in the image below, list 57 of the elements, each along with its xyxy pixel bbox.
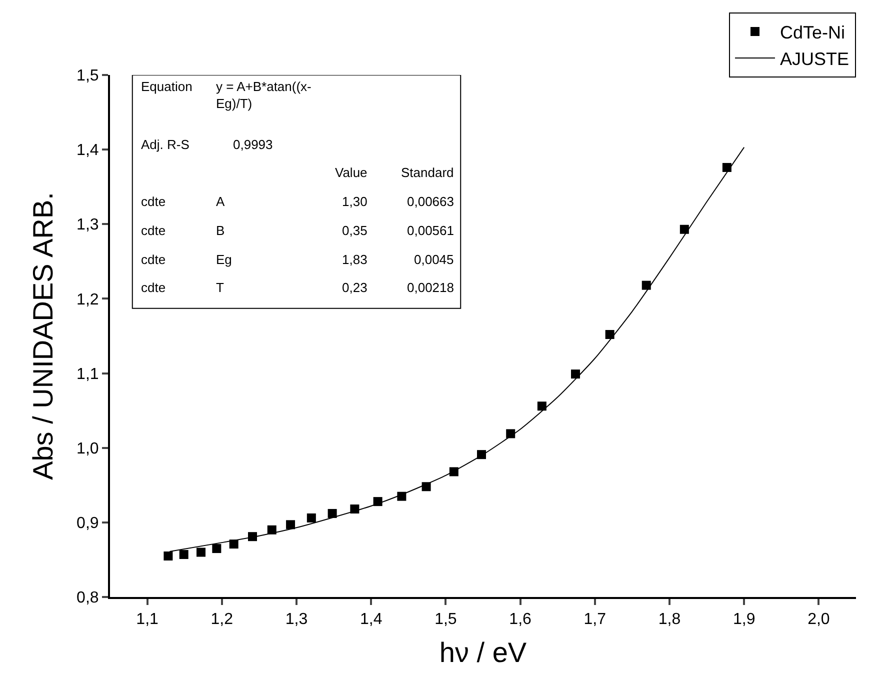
point [571, 370, 580, 379]
x-tick-label: 1,3 [285, 611, 308, 628]
y-tick-label: 1,0 [76, 440, 99, 458]
annotation: Eg [216, 252, 232, 267]
annotation: 1,83 [342, 252, 368, 267]
y-tick-label: 0,8 [76, 590, 99, 607]
annotation: cdte [141, 252, 166, 267]
point [306, 513, 316, 522]
x-tick-label: 1,7 [584, 611, 606, 628]
annotation: T [216, 280, 224, 295]
point [680, 224, 689, 234]
annotation: Adj. R-S [141, 137, 190, 152]
y-tick-label: 0,9 [76, 515, 99, 532]
annotation: B [216, 223, 225, 238]
y-tick-label: 1,4 [76, 142, 99, 160]
y-axis-title: Abs / UNIDADES ARB. [28, 192, 59, 480]
annotation: cdte [141, 223, 166, 238]
annotation: Standard [401, 165, 454, 180]
x-tick-label: 1,8 [658, 611, 681, 628]
point [212, 544, 222, 554]
point [328, 508, 337, 518]
y-tick-label: 1,5 [76, 68, 99, 85]
annotation: A [216, 194, 225, 209]
annotation: 0,9993 [233, 137, 273, 152]
x-tick-label: 1,4 [360, 611, 382, 628]
annotation: 0,00561 [407, 223, 454, 238]
y-tick-label: 1,2 [76, 291, 99, 308]
annotation: 0,35 [342, 223, 368, 238]
point [537, 402, 546, 411]
point [605, 330, 614, 340]
y-tick-label: 1,3 [76, 216, 99, 234]
y-tick-label: 1,1 [76, 366, 99, 383]
annotation: 0,00218 [407, 280, 454, 295]
x-tick-label: 1,6 [509, 611, 532, 628]
annotation: Equation [141, 79, 192, 94]
annotation: 0,23 [342, 280, 368, 295]
x-tick-label: 1,5 [434, 611, 457, 628]
x-axis-title: hν / eV [439, 636, 527, 668]
annotation: 0,00663 [407, 194, 454, 209]
legend-label: CdTe-Ni [780, 22, 846, 43]
annotation: cdte [141, 194, 166, 209]
x-tick-label: 1,2 [210, 611, 234, 628]
point [179, 550, 188, 559]
point [642, 280, 651, 290]
x-tick-label: 1,9 [732, 611, 756, 628]
annotation: 0,0045 [414, 252, 454, 267]
annotation: y = A+B*atan((x- Eg)/T) [216, 79, 312, 111]
annotation: cdte [141, 280, 166, 295]
annotation: 1,30 [342, 194, 368, 209]
point [722, 162, 732, 172]
x-tick-label: 1,1 [136, 611, 159, 628]
point [164, 551, 173, 560]
annotation: Value [335, 165, 368, 180]
x-tick-label: 2,0 [808, 611, 830, 628]
point [196, 548, 206, 557]
legend-label: AJUSTE [780, 48, 850, 69]
point [286, 520, 296, 530]
